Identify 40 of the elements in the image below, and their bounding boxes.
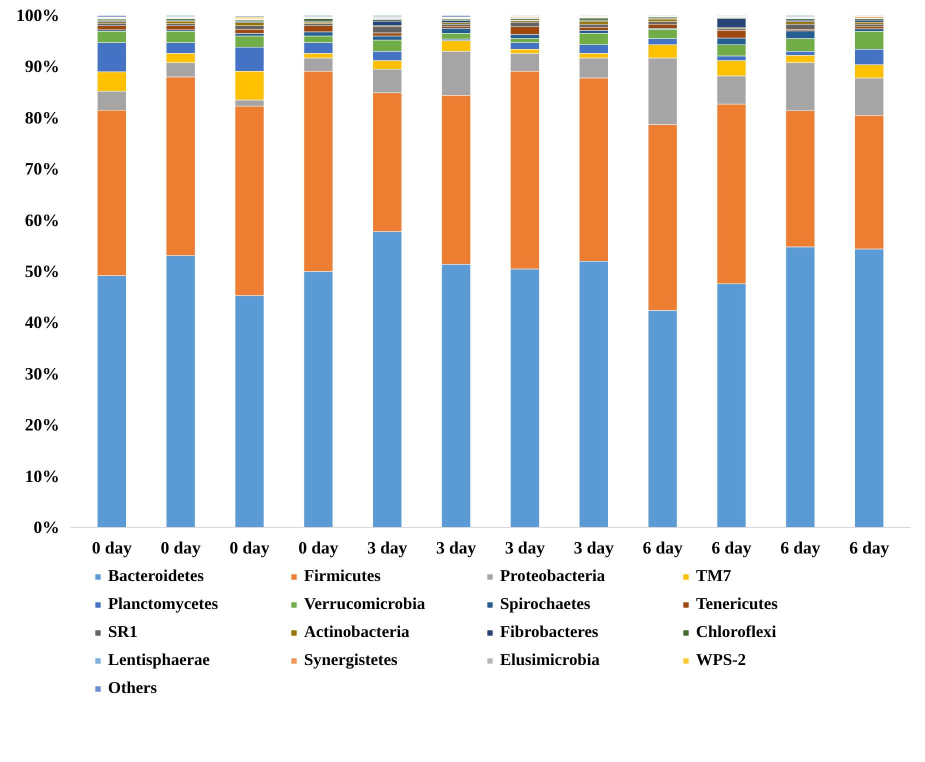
y-tick-label: 80% — [24, 108, 60, 128]
x-tick-label: 3 day — [436, 538, 476, 558]
x-tick-label: 0 day — [230, 538, 270, 558]
legend-label: Spirochaetes — [500, 594, 592, 614]
x-tick-label: 0 day — [298, 538, 339, 558]
y-tick-label: 50% — [24, 262, 60, 281]
legend-label: Chloroflexi — [696, 622, 778, 642]
x-tick-label: 0 day — [160, 538, 201, 558]
y-tick-label: 90% — [24, 57, 60, 76]
x-tick-label: 6 day — [780, 538, 821, 558]
legend-label: Fibrobacteres — [500, 622, 600, 642]
y-tick-label: 40% — [24, 313, 60, 332]
x-tick-label: 0 day — [92, 538, 132, 558]
legend-label: Tenericutes — [696, 594, 779, 614]
legend-label: Synergistetes — [304, 650, 398, 670]
x-tick-label: 6 day — [642, 538, 683, 558]
x-tick-label: 6 day — [712, 538, 752, 558]
legend-label: SR1 — [108, 622, 139, 642]
legend-label: Proteobacteria — [500, 566, 606, 586]
y-tick-label: 30% — [24, 364, 60, 384]
legend-label: Firmicutes — [304, 566, 382, 586]
legend-label: Verrucomicrobia — [304, 594, 426, 614]
legend-label: Others — [108, 678, 158, 698]
x-tick-label: 3 day — [504, 538, 546, 558]
y-tick-label: 0% — [34, 518, 60, 537]
legend-label: WPS-2 — [696, 650, 747, 670]
legend-label: Bacteroidetes — [108, 566, 205, 586]
x-tick-label: 3 day — [367, 538, 408, 558]
y-tick-label: 20% — [24, 416, 60, 435]
legend-label: TM7 — [696, 566, 732, 586]
y-tick-label: 100% — [16, 6, 60, 25]
legend-label: Elusimicrobia — [500, 650, 601, 670]
x-tick-label: 3 day — [574, 538, 614, 558]
y-tick-label: 60% — [24, 210, 60, 230]
legend-label: Lentisphaerae — [108, 650, 211, 670]
y-tick-label: 10% — [24, 466, 60, 486]
y-tick-label: 70% — [24, 160, 60, 179]
legend-label: Planctomycetes — [108, 594, 220, 614]
legend-label: Actinobacteria — [304, 622, 410, 642]
x-tick-label: 6 day — [849, 538, 890, 558]
